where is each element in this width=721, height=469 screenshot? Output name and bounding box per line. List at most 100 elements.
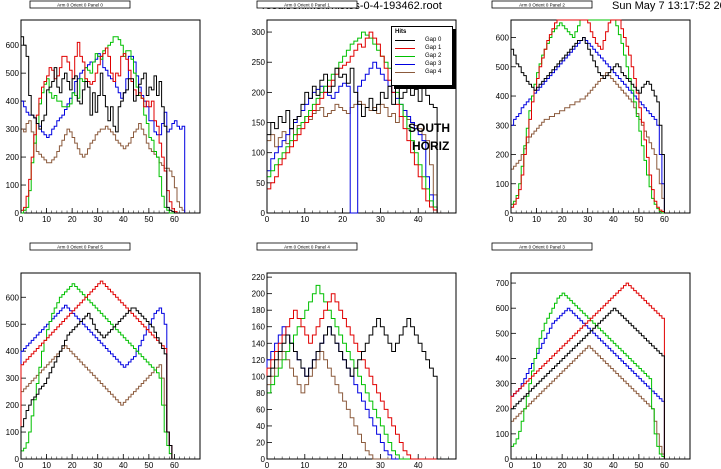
horiz-label: HORIZ: [412, 139, 450, 153]
plot-frame: [20, 272, 201, 460]
y-tick-label: 220: [252, 273, 266, 282]
y-tick-label: 700: [496, 279, 510, 288]
legend-label: Gap 1: [425, 45, 442, 51]
x-tick-label: 0: [509, 215, 514, 224]
y-tick-label: 300: [252, 28, 266, 37]
legend-label: Gap 0: [425, 37, 442, 43]
y-tick-label: 200: [496, 405, 510, 414]
legend-swatch: [395, 64, 415, 65]
x-tick-label: 20: [558, 215, 567, 224]
legend-entry-gap1: Gap 1: [395, 45, 451, 53]
y-tick-label: 500: [496, 63, 510, 72]
x-tick-label: 0: [509, 461, 514, 469]
histogram-gap-1: [510, 19, 667, 214]
y-tick-label: 0: [15, 209, 20, 218]
legend-swatch: [395, 72, 415, 73]
y-tick-label: 200: [496, 151, 510, 160]
y-tick-label: 100: [496, 430, 510, 439]
x-tick-label: 20: [68, 215, 77, 224]
y-tick-label: 100: [6, 428, 20, 437]
x-tick-label: 20: [338, 461, 347, 469]
x-tick-label: 0: [265, 215, 270, 224]
x-tick-label: 10: [42, 215, 51, 224]
histogram-gap-1: [510, 282, 667, 460]
histogram-gap-4: [510, 72, 667, 214]
y-tick-label: 150: [252, 119, 266, 128]
y-tick-label: 250: [252, 58, 266, 67]
y-tick-label: 600: [496, 304, 510, 313]
y-tick-label: 0: [505, 455, 510, 464]
panel-title-box: [256, 242, 358, 251]
x-tick-label: 50: [634, 215, 643, 224]
y-tick-label: 100: [6, 181, 20, 190]
x-tick-label: 40: [414, 461, 423, 469]
legend-box: Hits Gap 0 Gap 1 Gap 2 Gap 3 Gap 4: [391, 26, 453, 86]
x-tick-label: 20: [68, 461, 77, 469]
legend-title: Hits: [395, 29, 407, 35]
y-tick-label: 300: [496, 380, 510, 389]
panel-title: Arm 0 Orient 0 Panel 1: [284, 3, 330, 8]
x-tick-label: 40: [609, 215, 618, 224]
legend-label: Gap 4: [425, 69, 442, 75]
histogram-gap-4: [510, 345, 667, 460]
x-tick-label: 40: [119, 461, 128, 469]
histogram-gap-2: [20, 283, 175, 460]
y-tick-label: 600: [496, 34, 510, 43]
legend-swatch: [395, 48, 415, 49]
plot-frame: [266, 19, 457, 214]
y-tick-label: 0: [261, 209, 266, 218]
y-tick-label: 100: [252, 149, 266, 158]
panel-title-box: [256, 0, 358, 9]
y-tick-label: 180: [252, 306, 266, 315]
histogram-gap-0: [510, 307, 667, 460]
x-tick-label: 0: [19, 461, 24, 469]
x-tick-label: 30: [93, 461, 102, 469]
x-tick-label: 40: [414, 215, 423, 224]
x-tick-label: 10: [300, 461, 309, 469]
histogram-gap-2: [266, 31, 441, 214]
y-tick-label: 0: [15, 455, 20, 464]
y-tick-label: 600: [6, 41, 20, 50]
y-tick-label: 50: [256, 179, 265, 188]
south-label: SOUTH: [408, 121, 450, 135]
histogram-gap-3: [510, 307, 667, 460]
histogram-gap-0: [510, 37, 667, 214]
histogram-gap-1: [266, 31, 441, 214]
panel-title-box: [29, 0, 131, 9]
y-tick-label: 100: [252, 372, 266, 381]
x-tick-label: 10: [42, 461, 51, 469]
histogram-gap-2: [510, 292, 667, 460]
x-tick-label: 50: [144, 215, 153, 224]
datetime-text: Sun May 7 13:17:52 2006: [612, 0, 721, 12]
panel-title: Arm 0 Orient 0 Panel 4: [284, 245, 330, 250]
x-tick-label: 20: [558, 461, 567, 469]
y-tick-label: 400: [6, 97, 20, 106]
y-tick-label: 500: [496, 329, 510, 338]
y-tick-label: 100: [496, 180, 510, 189]
y-tick-label: 200: [6, 153, 20, 162]
y-tick-label: 400: [496, 92, 510, 101]
panel-title: Arm 0 Orient 0 Panel 0: [57, 3, 103, 8]
legend-entry-gap3: Gap 3: [395, 61, 451, 69]
x-tick-label: 10: [532, 461, 541, 469]
histogram-gap-3: [266, 61, 441, 214]
legend-label: Gap 3: [425, 61, 442, 67]
y-tick-label: 500: [6, 320, 20, 329]
y-tick-label: 0: [505, 209, 510, 218]
y-tick-label: 40: [256, 422, 265, 431]
y-tick-label: 20: [256, 438, 265, 447]
histogram-gap-0: [20, 307, 175, 460]
x-tick-label: 50: [144, 461, 153, 469]
y-tick-label: 600: [6, 293, 20, 302]
histogram-gap-1: [266, 293, 441, 460]
y-tick-label: 140: [252, 339, 266, 348]
panel-title: Arm 0 Orient 0 Panel 2: [519, 3, 565, 8]
histogram-gap-0: [266, 67, 441, 214]
legend-entry-gap0: Gap 0: [395, 37, 451, 45]
histogram-gap-1: [20, 280, 175, 460]
y-tick-label: 160: [252, 323, 266, 332]
x-tick-label: 60: [170, 215, 179, 224]
panel-title: Arm 0 Orient 0 Panel 5: [57, 245, 103, 250]
y-tick-label: 200: [252, 88, 266, 97]
